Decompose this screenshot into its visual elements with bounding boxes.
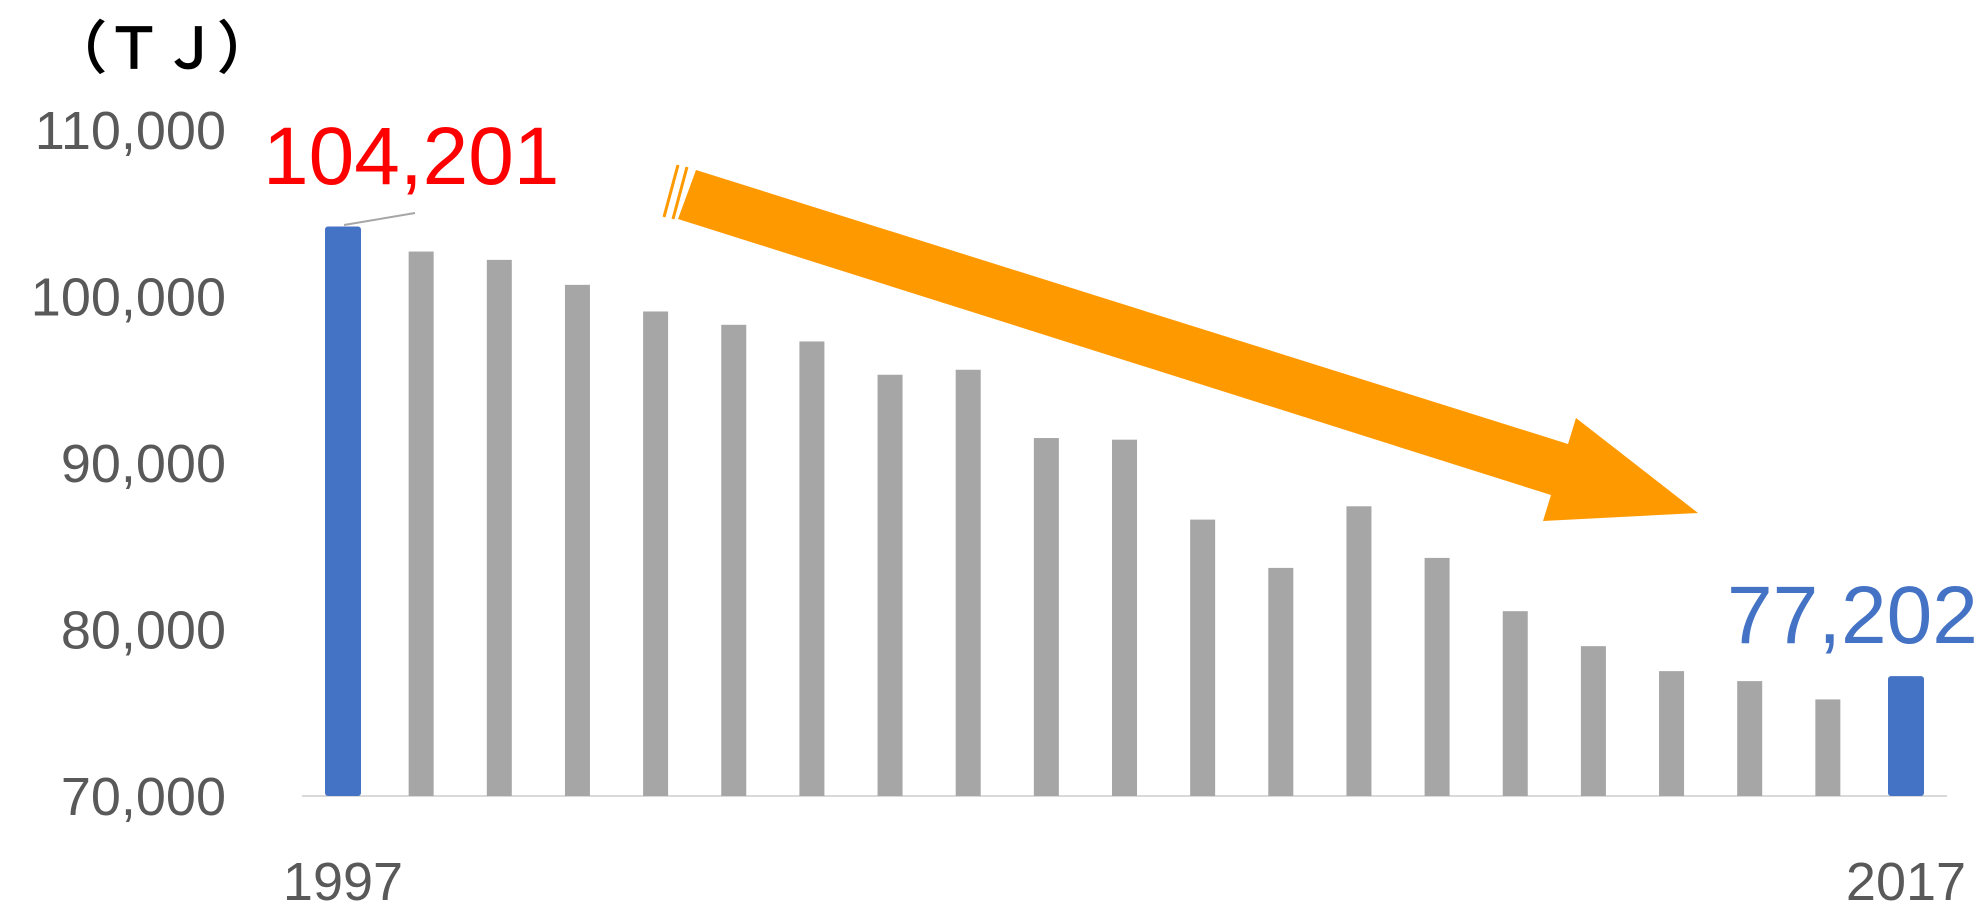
bar-2001 xyxy=(643,311,669,796)
first-callout-leader xyxy=(343,212,416,226)
bar-2013 xyxy=(1580,646,1606,796)
last-value-callout: 77,202 xyxy=(1727,570,1978,661)
bar-2010 xyxy=(1346,506,1372,796)
bars-group xyxy=(325,226,1924,797)
y-tick-label: 110,000 xyxy=(35,101,226,161)
trend-arrow xyxy=(662,164,1698,521)
bar-2006 xyxy=(1033,438,1059,796)
y-tick-label: 100,000 xyxy=(31,268,226,328)
bar-2003 xyxy=(799,341,825,796)
unit-label: （ＴＪ） xyxy=(50,17,274,82)
bar-2014 xyxy=(1659,671,1685,796)
first-value-callout: 104,201 xyxy=(263,111,559,202)
x-label-last: 2017 xyxy=(1846,852,1966,906)
y-axis-ticks: 70,000 80,000 90,000 100,000 110,000 xyxy=(31,101,226,827)
y-tick-label: 90,000 xyxy=(61,434,226,494)
bar-2011 xyxy=(1424,557,1450,796)
bar-2007 xyxy=(1112,439,1137,796)
bar-2005 xyxy=(955,369,981,796)
bar-2012 xyxy=(1502,611,1528,796)
x-label-first: 1997 xyxy=(283,852,403,906)
bar-2017 xyxy=(1888,676,1924,796)
y-tick-label: 80,000 xyxy=(61,601,226,661)
bar-2016 xyxy=(1815,699,1841,796)
bar-2002 xyxy=(721,324,747,796)
trend-arrow-break-line-2 xyxy=(671,166,689,220)
bar-2008 xyxy=(1190,519,1216,796)
bar-1997 xyxy=(325,226,361,796)
bar-2000 xyxy=(564,284,590,796)
bar-1999 xyxy=(486,259,512,796)
bar-2015 xyxy=(1737,681,1763,796)
bar-2009 xyxy=(1268,567,1294,796)
bar-1998 xyxy=(408,251,434,797)
trend-arrow-break-line-1 xyxy=(662,164,680,218)
y-tick-label: 70,000 xyxy=(61,767,226,827)
bar-2004 xyxy=(877,374,903,796)
trend-arrow-body xyxy=(678,170,1698,521)
